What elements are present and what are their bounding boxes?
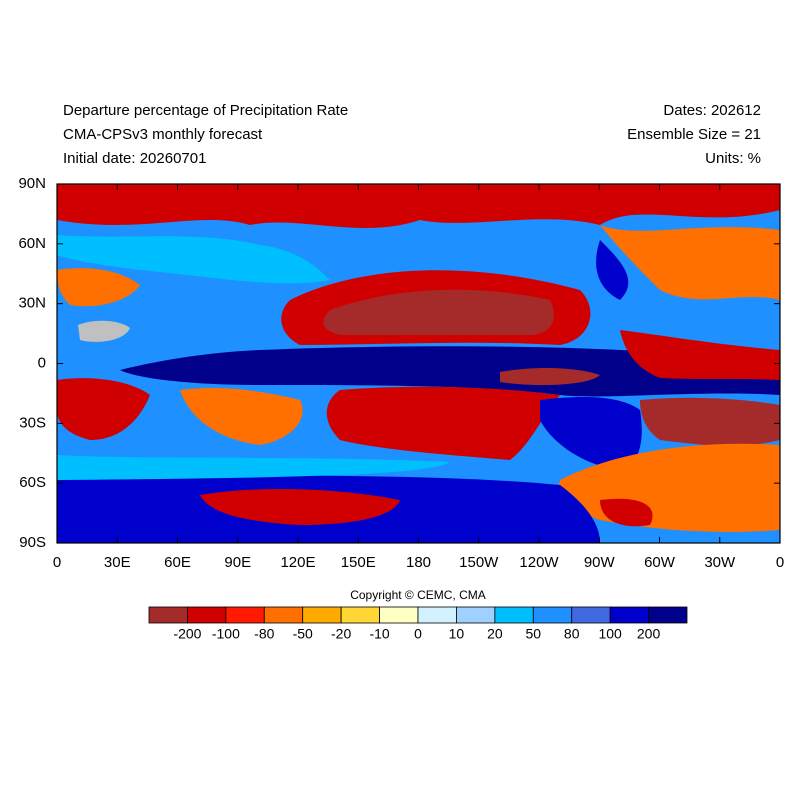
y-tick-label: 30S: [19, 414, 46, 431]
map-region: [180, 388, 303, 445]
x-tick-label: 150E: [341, 554, 376, 571]
map-region: [620, 330, 780, 380]
colorbar-label: 80: [564, 626, 580, 642]
x-tick-label: 150W: [459, 554, 499, 571]
colorbar-label: -10: [369, 626, 389, 642]
header-line: Dates: 202612: [663, 102, 761, 119]
colorbar-label: -100: [212, 626, 240, 642]
map-region: [57, 184, 780, 229]
colorbar-box: [456, 606, 496, 624]
map-region: [600, 225, 780, 300]
x-tick-label: 120E: [280, 554, 315, 571]
map-region: [57, 268, 140, 307]
x-tick-label: 0: [53, 554, 61, 571]
colorbar-box: [494, 606, 534, 624]
colorbar-box: [609, 606, 649, 624]
colorbar-box: [571, 606, 611, 624]
map-region: [78, 320, 130, 342]
map-region: [500, 368, 600, 386]
colorbar-box: [225, 606, 265, 624]
x-tick-label: 90E: [224, 554, 251, 571]
map-region: [326, 386, 560, 460]
colorbar-box: [148, 606, 188, 624]
map-region: [57, 455, 450, 480]
colorbar-label: -20: [331, 626, 351, 642]
x-tick-label: 30W: [704, 554, 736, 571]
map-region: [120, 346, 780, 397]
colorbar-label: 0: [414, 626, 422, 642]
header-line: Initial date: 20260701: [63, 150, 206, 167]
map-region: [200, 488, 400, 525]
colorbar-label: 200: [637, 626, 661, 642]
x-tick-label: 60W: [644, 554, 676, 571]
header-line: CMA-CPSv3 monthly forecast: [63, 126, 263, 143]
x-tick-label: 120W: [519, 554, 559, 571]
map-region: [596, 240, 629, 300]
colorbar-label: 100: [598, 626, 622, 642]
y-tick-label: 30N: [18, 295, 46, 312]
colorbar-label: 50: [525, 626, 541, 642]
colorbar-box: [302, 606, 342, 624]
y-tick-label: 0: [38, 354, 46, 371]
colorbar-label: -200: [173, 626, 201, 642]
colorbar-box: [648, 606, 688, 624]
colorbar-box: [532, 606, 573, 624]
colorbar-box: [417, 606, 457, 624]
y-tick-label: 90N: [18, 175, 46, 192]
map-region: [540, 397, 642, 470]
map-region: [323, 289, 554, 335]
colorbar-box: [340, 606, 380, 624]
x-tick-label: 180: [406, 554, 431, 571]
map-field: [56, 183, 781, 544]
map-region: [640, 397, 780, 446]
y-tick-label: 60S: [19, 474, 46, 491]
y-tick-label: 60N: [18, 235, 46, 252]
colorbar-label: -80: [254, 626, 274, 642]
x-tick-label: 60E: [164, 554, 191, 571]
header-line: Ensemble Size = 21: [627, 126, 761, 143]
x-tick-label: 90W: [584, 554, 616, 571]
copyright: Copyright © CEMC, CMA: [350, 588, 486, 602]
map-region: [57, 378, 150, 440]
x-tick-label: 30E: [104, 554, 131, 571]
colorbar-box: [187, 606, 227, 624]
y-tick-label: 90S: [19, 534, 46, 551]
colorbar-box: [263, 606, 304, 624]
colorbar-label: 20: [487, 626, 503, 642]
header-line: Units: %: [705, 150, 761, 167]
header-line: Departure percentage of Precipitation Ra…: [63, 102, 348, 119]
colorbar-label: 10: [449, 626, 465, 642]
map-region: [57, 235, 330, 284]
colorbar-label: -50: [293, 626, 313, 642]
colorbar-box: [379, 606, 419, 624]
x-tick-label: 0: [776, 554, 784, 571]
map-region: [600, 498, 653, 527]
